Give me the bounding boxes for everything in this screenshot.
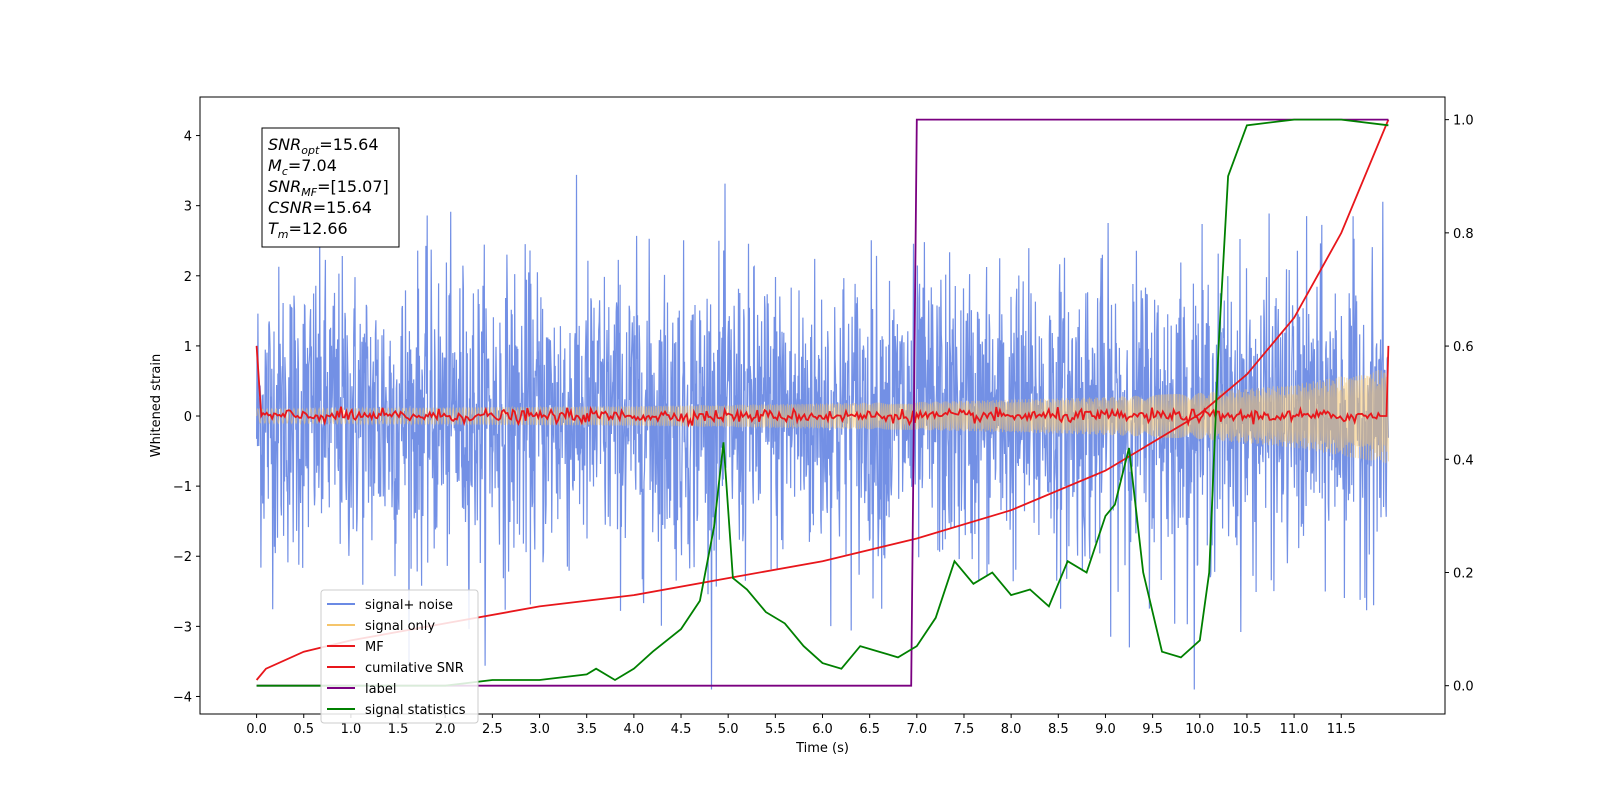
x-tick-label: 11.0	[1280, 722, 1309, 737]
legend-frame	[320, 589, 479, 724]
y-right-tick-label: 0.8	[1453, 227, 1474, 242]
annotation-line: Mc=7.04	[268, 156, 337, 178]
annotation-value: =[15.07]	[317, 177, 389, 196]
x-tick-label: 10.5	[1232, 722, 1261, 737]
y-right-tick-label: 0.6	[1453, 340, 1474, 355]
annotation-subscript: MF	[301, 186, 317, 199]
series-signal-only	[256, 369, 1389, 464]
legend-label: signal+ noise	[365, 598, 453, 613]
stats-annotation-box: SNRopt=15.64Mc=7.04SNRMF=[15.07]CSNR=15.…	[261, 127, 400, 248]
y-right-tick-label: 0.0	[1453, 680, 1474, 695]
annotation-subscript: m	[278, 228, 289, 241]
x-tick-label: 10.0	[1185, 722, 1214, 737]
annotation-value: =15.64	[319, 135, 378, 154]
y-right-tick-label: 0.4	[1453, 453, 1474, 468]
legend-label: label	[365, 682, 396, 697]
legend-label: MF	[365, 640, 384, 655]
y-left-tick-label: 3	[184, 200, 192, 215]
annotation-symbol: T	[268, 219, 279, 238]
x-tick-label: 1.0	[341, 722, 362, 737]
x-tick-label: 9.5	[1142, 722, 1163, 737]
series-signal-statistics	[256, 118, 1389, 687]
x-tick-label: 8.5	[1048, 722, 1069, 737]
y-right-tick-label: 0.2	[1453, 566, 1474, 581]
y-left-tick-label: 4	[184, 130, 192, 145]
y-left-tick-label: −2	[173, 550, 192, 565]
x-tick-label: 3.0	[529, 722, 550, 737]
x-tick-label: 6.5	[859, 722, 880, 737]
legend: signal+ noise signal only MF cumilative SNR…	[320, 589, 479, 724]
y-left-tick-label: −1	[173, 480, 192, 495]
series-mf	[255, 345, 1390, 428]
x-tick-label: 4.5	[671, 722, 692, 737]
x-tick-label: 9.0	[1095, 722, 1116, 737]
axes-ticks: 0.0 0.5 1.0 1.5 2.0 2.5 3.0 3.5 4.0 4.5 5.0 5.5 6.0 6…	[173, 114, 1474, 737]
annotation-value: =7.04	[288, 156, 337, 175]
annotation-subscript: opt	[301, 144, 320, 157]
x-tick-label: 2.0	[435, 722, 456, 737]
legend-label: cumilative SNR	[365, 661, 464, 676]
annotation-subscript: c	[282, 165, 288, 178]
annotation-line: SNRopt=15.64	[268, 135, 379, 157]
annotation-line: CSNR=15.64	[268, 198, 372, 217]
x-tick-label: 3.5	[576, 722, 597, 737]
annotation-line: SNRMF=[15.07]	[268, 177, 389, 199]
legend-label: signal only	[365, 619, 435, 634]
annotation-value: =12.66	[289, 219, 348, 238]
x-axis-label: Time (s)	[795, 741, 849, 756]
series-label	[256, 118, 1389, 687]
x-tick-label: 1.5	[388, 722, 409, 737]
x-tick-label: 5.5	[765, 722, 786, 737]
x-tick-label: 7.5	[954, 722, 975, 737]
annotation-symbol: SNR	[268, 135, 301, 154]
y-axis-label: Whitened strain	[149, 354, 164, 457]
annotation-symbol: CSNR	[268, 198, 313, 217]
annotation-value: =15.64	[313, 198, 372, 217]
legend-label: signal statistics	[365, 703, 466, 718]
x-tick-label: 0.5	[293, 722, 314, 737]
y-right-tick-label: 1.0	[1453, 114, 1474, 129]
y-left-tick-label: 0	[184, 410, 192, 425]
annotation-symbol: M	[268, 156, 282, 175]
y-left-tick-label: −4	[173, 690, 192, 705]
annotation-line: Tm=12.66	[268, 219, 348, 241]
x-tick-label: 4.0	[624, 722, 645, 737]
series-signal-noise	[256, 174, 1389, 690]
y-left-tick-label: 2	[184, 270, 192, 285]
x-tick-label: 6.0	[812, 722, 833, 737]
x-tick-label: 2.5	[482, 722, 503, 737]
x-tick-label: 8.0	[1001, 722, 1022, 737]
x-tick-label: 7.0	[906, 722, 927, 737]
x-tick-label: 0.0	[246, 722, 267, 737]
y-left-tick-label: 1	[184, 340, 192, 355]
y-left-tick-label: −3	[173, 620, 192, 635]
annotation-symbol: SNR	[268, 177, 301, 196]
x-tick-label: 5.0	[718, 722, 739, 737]
annotation-frame	[261, 127, 400, 248]
x-tick-label: 11.5	[1327, 722, 1356, 737]
